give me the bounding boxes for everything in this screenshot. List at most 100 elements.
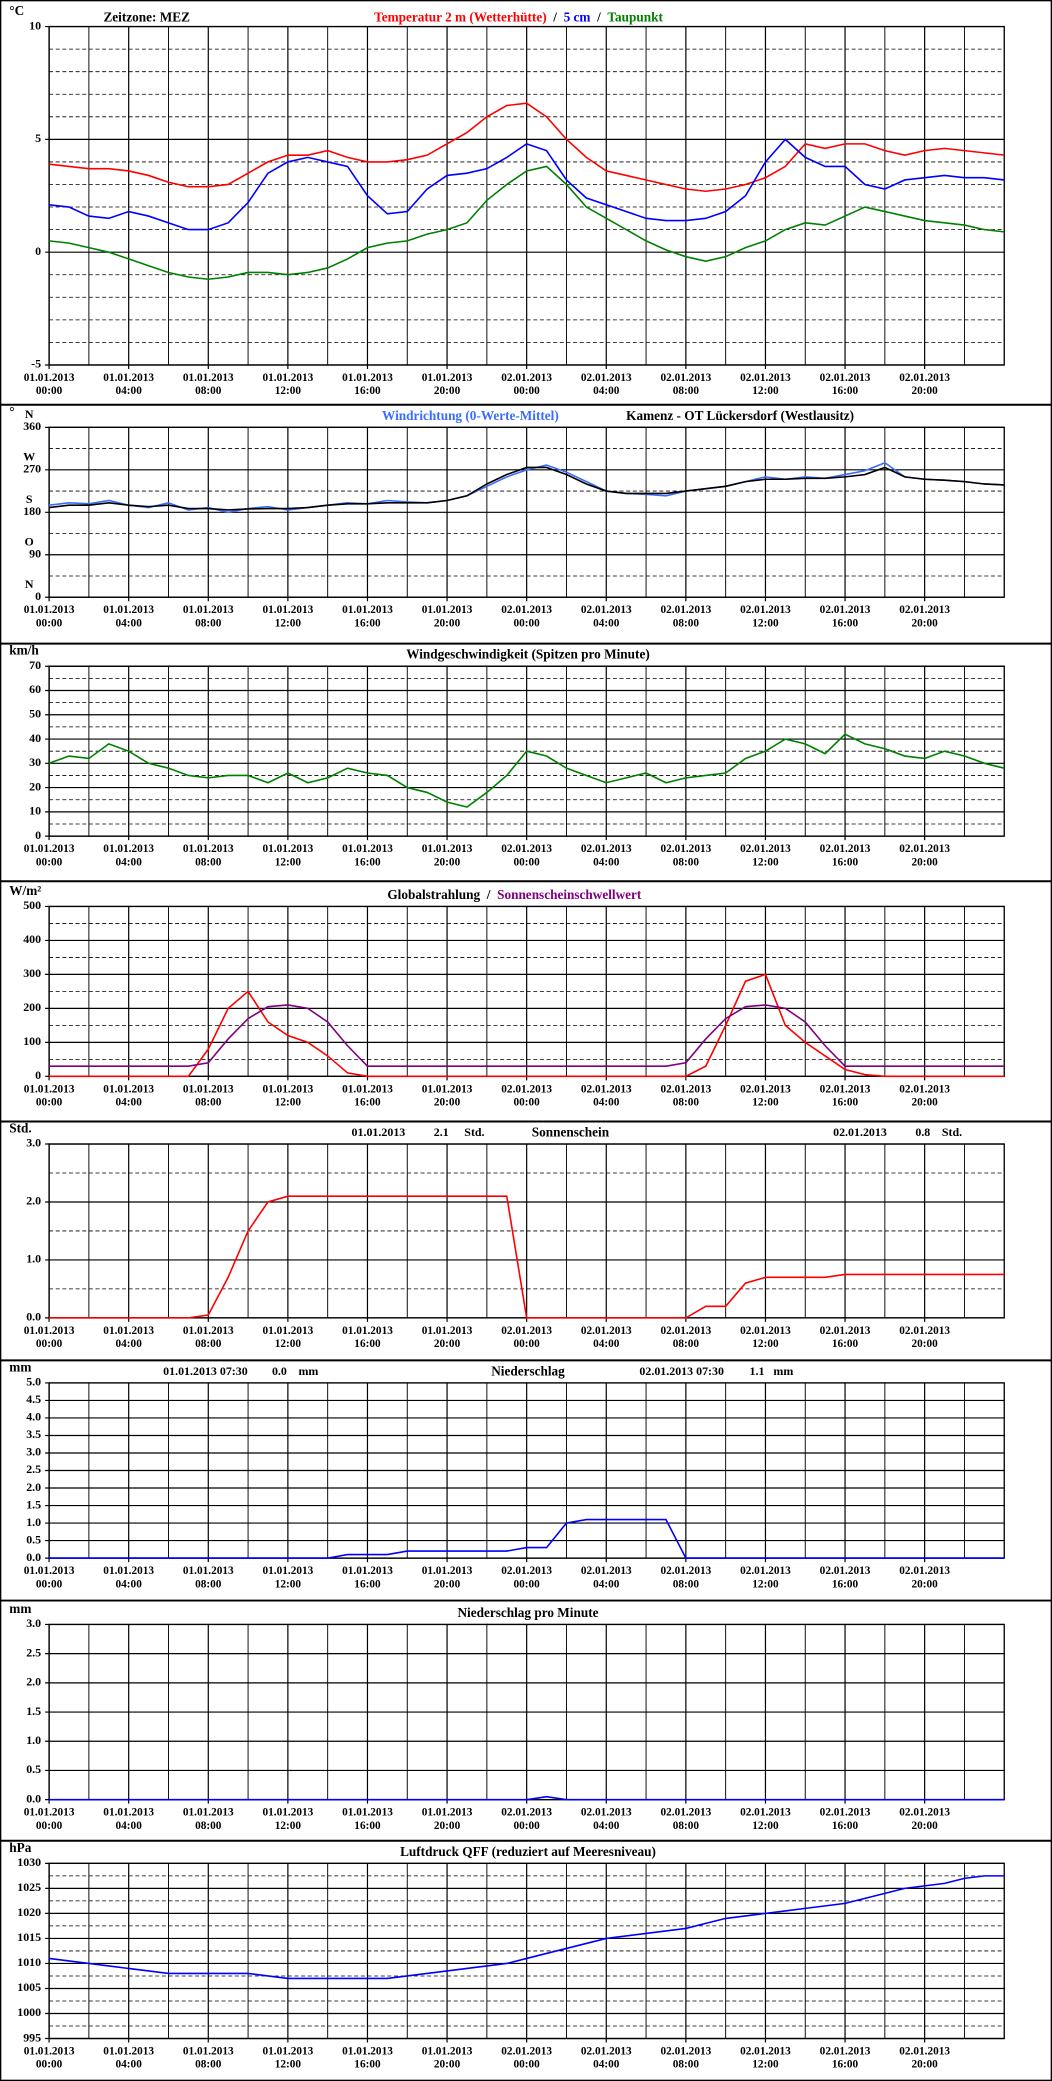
x-tick-label: 02.01.2013 12:00 (740, 841, 791, 868)
x-tick-label: 02.01.2013 00:00 (501, 1323, 553, 1350)
x-tick-label: 01.01.2013 08:00 (182, 1323, 234, 1350)
y-tick-label: 360 (23, 419, 41, 433)
y-tick-label: 0.5 (26, 1762, 41, 1776)
plot-frame (48, 25, 1005, 366)
x-tick-label: 02.01.2013 16:00 (819, 1081, 871, 1109)
y-tick-label: 2.0 (26, 1480, 41, 1494)
y-tick-label: 1030 (17, 1855, 41, 1869)
y-tick-label: 2.0 (26, 1675, 41, 1689)
y-tick-label: 60 (29, 682, 41, 696)
x-tick-label: 02.01.2013 20:00 (899, 602, 951, 630)
x-tick-label: 01.01.2013 08:00 (182, 1081, 234, 1109)
x-tick-label: 02.01.2013 20:00 (899, 1804, 951, 1832)
x-tick-label: 02.01.2013 16:00 (819, 841, 871, 868)
x-tick-label: 01.01.2013 00:00 (23, 602, 75, 630)
series-line (48, 165, 1005, 281)
x-tick-label: 01.01.2013 00:00 (23, 1323, 75, 1350)
legend-entry: Globalstrahlung (387, 887, 480, 902)
y-tick-label: 40 (29, 731, 41, 745)
chart-title: Kamenz - OT Lückersdorf (Westlausitz) (626, 408, 854, 423)
x-tick-label: 01.01.2013 08:00 (182, 1563, 234, 1590)
y-unit: ° (9, 404, 14, 419)
subtitle: Zeitzone: MEZ (103, 10, 190, 25)
y-tick-label: 100 (23, 1034, 41, 1048)
y-unit: °C (9, 3, 24, 18)
x-tick-label: 02.01.2013 12:00 (740, 1081, 791, 1109)
x-tick-label: 01.01.2013 00:00 (23, 1804, 75, 1832)
x-tick-label: 01.01.2013 20:00 (421, 602, 473, 630)
x-tick-label: 02.01.2013 20:00 (899, 1081, 951, 1109)
series-line (49, 1004, 1005, 1067)
plot-frame (48, 1382, 1005, 1559)
x-tick-label: 02.01.2013 04:00 (580, 1563, 632, 1590)
x-tick-label: 02.01.2013 12:00 (740, 1804, 791, 1832)
x-tick-label: 02.01.2013 16:00 (819, 1323, 871, 1350)
chart-title: Windgeschwindigkeit (Spitzen pro Minute) (406, 647, 650, 662)
x-tick-label: 01.01.2013 08:00 (182, 602, 234, 630)
x-tick-label: 02.01.2013 04:00 (580, 2043, 632, 2071)
x-tick-label: 02.01.2013 16:00 (819, 2043, 871, 2071)
series-line (49, 973, 1005, 1078)
x-tick-label: 02.01.2013 20:00 (899, 1563, 951, 1590)
x-tick-label: 01.01.2013 08:00 (182, 2043, 234, 2071)
y-tick-label: 10 (29, 18, 41, 32)
x-tick-label: 01.01.2013 12:00 (262, 370, 314, 397)
x-tick-label: 02.01.2013 12:00 (740, 370, 791, 397)
y-tick-label: 4.0 (26, 1410, 41, 1424)
x-tick-label: 02.01.2013 12:00 (740, 602, 791, 630)
y-tick-label: 3.5 (26, 1427, 41, 1441)
annotation: 0.8 (915, 1125, 930, 1139)
x-tick-label: 01.01.2013 16:00 (342, 370, 393, 397)
series-line (49, 1795, 1005, 1801)
series-line (49, 1195, 1005, 1319)
x-tick-label: 02.01.2013 04:00 (580, 841, 632, 868)
x-tick-label: 01.01.2013 16:00 (342, 602, 393, 630)
y-tick-label: 5.0 (26, 1375, 41, 1389)
x-tick-label: 02.01.2013 20:00 (899, 370, 951, 397)
chart-title: Luftdruck QFF (reduziert auf Meeresnivea… (400, 1844, 656, 1859)
y-tick-label: 1015 (17, 1930, 41, 1944)
x-tick-label: 02.01.2013 08:00 (660, 1563, 712, 1590)
y-tick-label: 10 (29, 804, 41, 818)
x-tick-label: 01.01.2013 04:00 (103, 1323, 155, 1350)
compass-label: O (25, 535, 34, 549)
y-tick-label: 1.0 (26, 1733, 41, 1747)
x-tick-label: 01.01.2013 16:00 (342, 1323, 393, 1350)
y-unit: W/m² (9, 883, 41, 898)
y-tick-label: 3.0 (26, 1616, 41, 1630)
x-tick-label: 01.01.2013 16:00 (342, 1563, 393, 1590)
x-tick-label: 01.01.2013 16:00 (342, 1804, 393, 1832)
y-tick-label: 0.0 (26, 1310, 41, 1324)
x-tick-label: 01.01.2013 12:00 (262, 841, 314, 868)
legend-entry: Sonnenscheinschwellwert (497, 887, 642, 902)
y-unit: hPa (9, 1840, 31, 1855)
annotation: mm (773, 1364, 793, 1378)
series-line (48, 733, 1005, 808)
x-tick-label: 01.01.2013 08:00 (182, 370, 234, 397)
x-tick-label: 01.01.2013 20:00 (421, 841, 473, 868)
legend-entry: Temperatur 2 m (Wetterhütte) (374, 10, 547, 25)
x-tick-label: 01.01.2013 20:00 (421, 370, 473, 397)
y-tick-label: 1010 (17, 1955, 41, 1969)
series-line (48, 1875, 1005, 1980)
y-tick-label: 0.0 (26, 1550, 41, 1564)
series-line (48, 138, 1005, 231)
x-tick-label: 01.01.2013 04:00 (103, 2043, 155, 2071)
x-tick-label: 02.01.2013 20:00 (899, 2043, 951, 2071)
x-tick-label: 02.01.2013 08:00 (660, 602, 712, 630)
x-tick-label: 02.01.2013 08:00 (660, 2043, 712, 2071)
y-unit: Std. (9, 1120, 31, 1135)
x-tick-label: 02.01.2013 00:00 (501, 1081, 553, 1109)
chart-title: Niederschlag pro Minute (457, 1605, 598, 1620)
annotation: Std. (942, 1125, 962, 1139)
annotation: 01.01.2013 07:30 (163, 1364, 248, 1378)
plot-frame (48, 426, 1005, 598)
y-tick-label: 400 (23, 932, 41, 946)
series-line (49, 1518, 1005, 1559)
compass-label: N (25, 407, 34, 421)
x-tick-label: 02.01.2013 08:00 (660, 1804, 712, 1832)
x-tick-label: 02.01.2013 12:00 (740, 1563, 791, 1590)
y-tick-label: -5 (31, 357, 41, 371)
